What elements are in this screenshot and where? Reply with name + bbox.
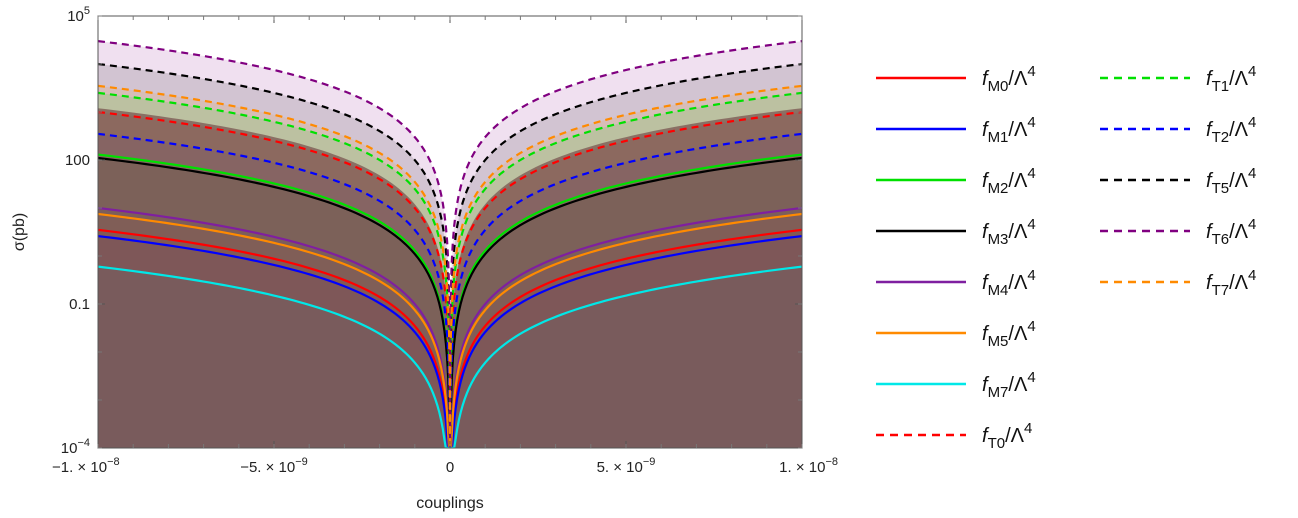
legend-item-m2: fM2/Λ4 <box>876 165 1036 197</box>
legend-item-t2: fT2/Λ4 <box>1100 114 1256 146</box>
series-line-t6 <box>98 40 802 448</box>
legend-label: fT7/Λ4 <box>1206 267 1256 299</box>
legend-item-m4: fM4/Λ4 <box>876 267 1036 299</box>
x-axis-label: couplings <box>416 495 484 512</box>
axes: −1. × 10−8 −5. × 10−9 0 5. × 10−9 1. × 10−8 1… <box>52 5 838 476</box>
legend-item-m1: fM1/Λ4 <box>876 114 1036 146</box>
legend-item-t6: fT6/Λ4 <box>1100 216 1256 248</box>
y-axis-label: σ(pb) <box>11 213 28 251</box>
legend-label: fT5/Λ4 <box>1206 165 1256 197</box>
series-line-t0 <box>98 110 802 448</box>
x-tick-label: −1. × 10−8 <box>52 456 120 476</box>
legend-label: fT2/Λ4 <box>1206 114 1256 146</box>
y-tick-label: 0.1 <box>69 296 90 313</box>
series-line-t7 <box>98 84 802 448</box>
legend-item-m5: fM5/Λ4 <box>876 318 1036 350</box>
series-curves <box>98 40 802 448</box>
legend-label: fM0/Λ4 <box>982 63 1036 95</box>
y-tick-label: 10−4 <box>61 437 90 457</box>
series-line-m5 <box>98 212 802 448</box>
area-base <box>98 108 802 448</box>
legend-item-t5: fT5/Λ4 <box>1100 165 1256 197</box>
legend-item-m3: fM3/Λ4 <box>876 216 1036 248</box>
series-line-t1 <box>98 91 802 448</box>
legend-label: fM2/Λ4 <box>982 165 1036 197</box>
legend-item-t0: fT0/Λ4 <box>876 420 1032 452</box>
legend-item-t7: fT7/Λ4 <box>1100 267 1256 299</box>
series-line-t2 <box>98 132 802 448</box>
x-tick-label: −5. × 10−9 <box>240 456 308 476</box>
legend-label: fT1/Λ4 <box>1206 63 1256 95</box>
legend-item-m0: fM0/Λ4 <box>876 63 1036 95</box>
legend-label: fM7/Λ4 <box>982 369 1036 401</box>
legend-label: fM4/Λ4 <box>982 267 1036 299</box>
series-line-m4 <box>98 206 802 448</box>
legend-label: fM3/Λ4 <box>982 216 1036 248</box>
axis-labels: couplings σ(pb) <box>11 213 484 512</box>
shaded-regions <box>98 41 802 448</box>
series-line-m1 <box>98 234 802 448</box>
x-tick-label: 1. × 10−8 <box>779 456 838 476</box>
legend-item-t1: fT1/Λ4 <box>1100 63 1256 95</box>
legend-label: fM1/Λ4 <box>982 114 1036 146</box>
series-line-m3 <box>98 156 802 448</box>
legend-item-m7: fM7/Λ4 <box>876 369 1036 401</box>
legend-label: fT0/Λ4 <box>982 420 1032 452</box>
y-tick-label: 105 <box>67 5 90 25</box>
legend-label: fM5/Λ4 <box>982 318 1036 350</box>
legend: fM0/Λ4 fM1/Λ4 fM2/Λ4 fM3/Λ4 fM4/Λ4 fM5/Λ4 fM7/… <box>876 63 1256 452</box>
series-line-m2 <box>98 153 802 448</box>
y-tick-label: 100 <box>65 152 90 169</box>
series-line-m0 <box>98 228 802 448</box>
legend-label: fT6/Λ4 <box>1206 216 1256 248</box>
series-line-t5 <box>98 62 802 448</box>
x-tick-label: 0 <box>446 459 454 476</box>
x-tick-label: 5. × 10−9 <box>597 456 656 476</box>
series-line-m7 <box>98 265 802 448</box>
